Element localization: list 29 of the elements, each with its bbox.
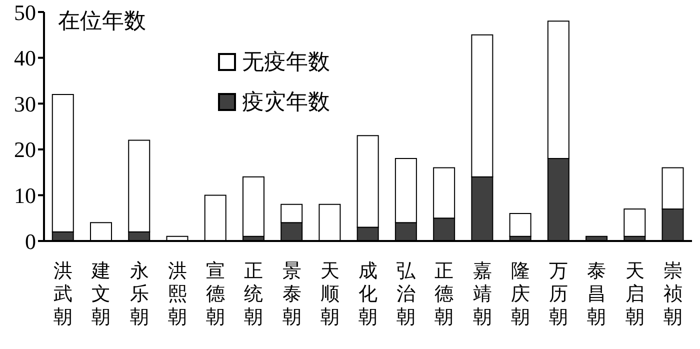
y-tick-label: 50	[14, 0, 36, 25]
x-tick-label: 天启朝	[625, 261, 644, 328]
x-tick-label: 隆庆朝	[510, 261, 530, 328]
x-tick-label: 正德朝	[434, 261, 454, 328]
bar	[242, 176, 264, 237]
x-tick-label: 宣德朝	[206, 260, 226, 328]
x-tick-label: 万历朝	[549, 261, 568, 328]
x-tick-label: 永乐朝	[130, 260, 149, 328]
x-tick-label: 成化朝	[358, 261, 378, 328]
y-tick-label: 40	[14, 46, 36, 71]
x-tick-label: 崇祯朝	[663, 261, 682, 328]
x-tick-label: 正统朝	[244, 261, 264, 328]
y-tick-label: 10	[14, 183, 36, 208]
legend-label: 无疫年数	[242, 48, 330, 76]
x-tick-label: 泰昌朝	[587, 261, 606, 328]
y-tick-label: 0	[25, 228, 36, 254]
x-tick-label: 建文朝	[90, 261, 111, 328]
x-tick-label: 洪武朝	[54, 261, 73, 328]
bar	[509, 213, 532, 237]
bar	[624, 208, 646, 237]
legend-label: 疫灾年数	[242, 88, 330, 116]
x-tick-label: 天顺朝	[320, 261, 340, 328]
y-tick-label: 20	[14, 137, 36, 162]
x-tick-label: 景泰朝	[282, 261, 302, 328]
y-axis-title: 在位年数	[58, 7, 146, 35]
x-tick-label: 嘉靖朝	[472, 261, 492, 328]
x-tick-label: 洪熙朝	[168, 261, 187, 328]
x-tick-label: 弘治朝	[396, 261, 417, 328]
y-tick-label: 30	[14, 91, 36, 116]
